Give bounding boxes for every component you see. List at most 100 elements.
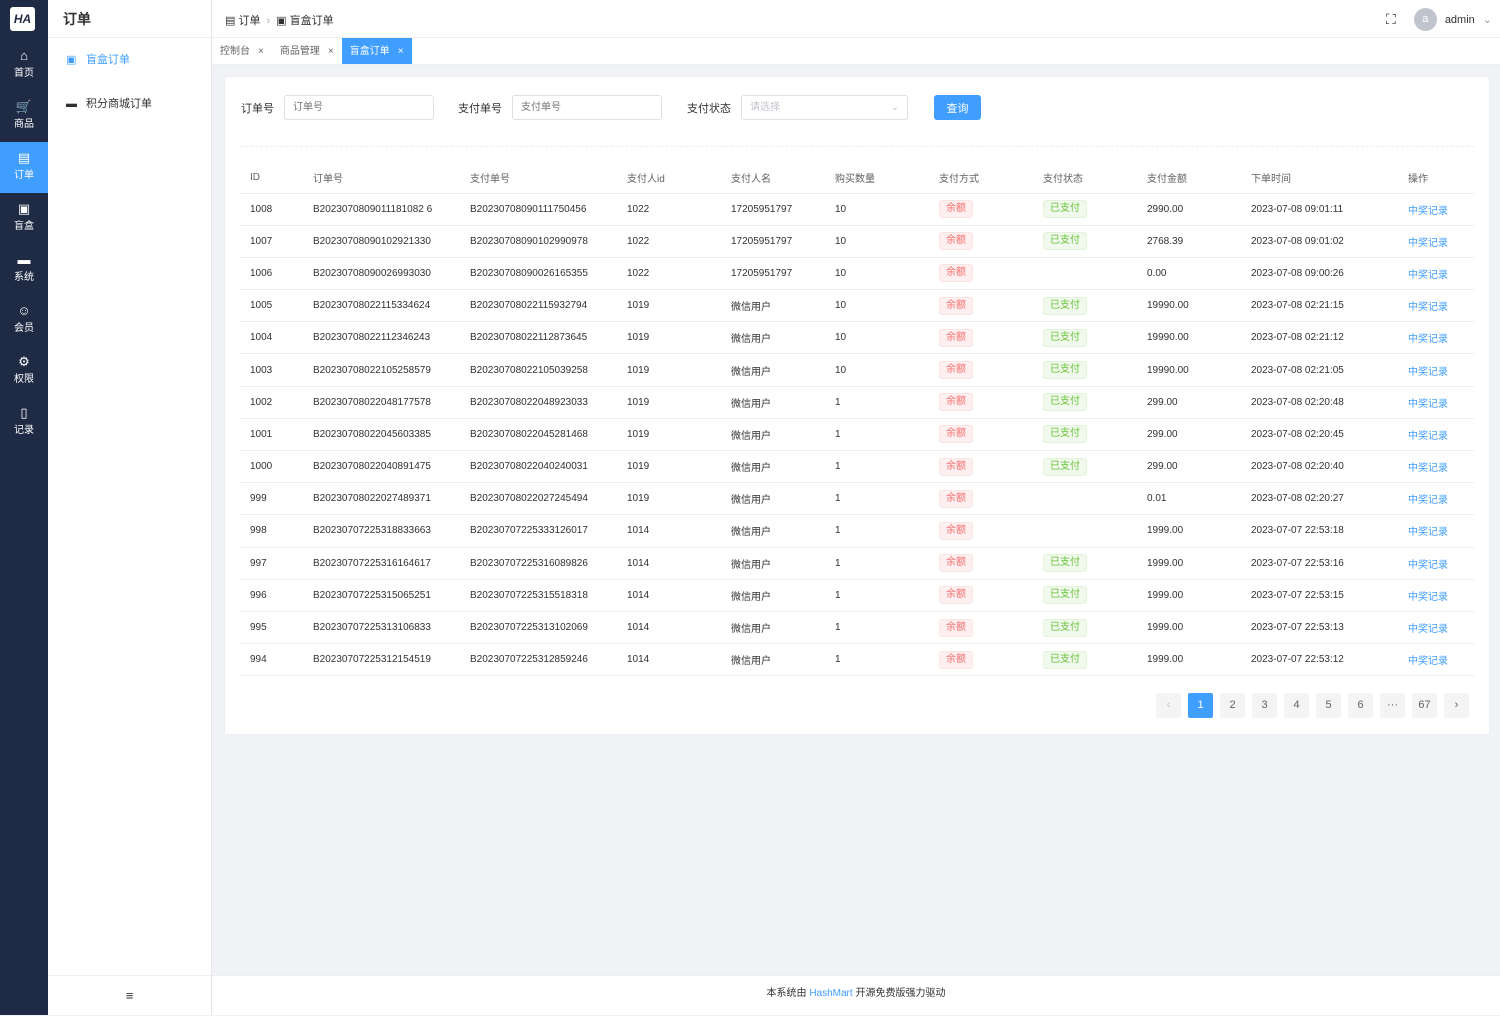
hashmart-link[interactable]: HashMart <box>809 988 853 999</box>
table-cell: 2990.00 <box>1137 192 1241 226</box>
prize-record-link[interactable]: 中奖记录 <box>1408 302 1448 314</box>
table-cell: 299.00 <box>1137 385 1241 419</box>
prize-record-link[interactable]: 中奖记录 <box>1408 559 1448 571</box>
pay-method-tag: 余额 <box>939 650 973 669</box>
column-header: 下单时间 <box>1251 174 1291 186</box>
table-cell: 1019 <box>617 417 721 451</box>
table-cell: 已支付 <box>1033 449 1137 483</box>
table-cell: 中奖记录 <box>1398 192 1474 226</box>
table-cell: 2023-07-08 02:21:12 <box>1241 321 1398 354</box>
table-cell: 微信用户 <box>721 289 825 322</box>
orders-card: 订单号 支付单号 支付状态 请选择⌄ 查询 ID订单号支付单号支付人id支付人名… <box>224 76 1490 735</box>
next-page-button[interactable]: › <box>1444 693 1469 718</box>
table-header: ID 订单号 支付单号 支付人id 支付人名 购买数量 支付方式 支付状态 支付金额 下单时间 操作 <box>240 163 1474 193</box>
page-button[interactable]: 1 <box>1188 693 1213 718</box>
table-cell <box>1033 514 1137 548</box>
page-button[interactable]: 67 <box>1412 693 1437 718</box>
table-cell: 余额 <box>929 546 1033 580</box>
prize-record-link[interactable]: 中奖记录 <box>1408 398 1448 410</box>
submenu-item-points-orders[interactable]: ▬ 积分商城订单 <box>48 82 211 126</box>
username[interactable]: admin <box>1444 13 1475 26</box>
table-row: 995 B20230707225313106833 B202307072253131… <box>240 610 1474 644</box>
page-button[interactable]: 5 <box>1316 693 1341 718</box>
table-cell: 余额 <box>929 514 1033 548</box>
table-cell: 1 <box>825 385 929 419</box>
pay-method-tag: 余额 <box>939 328 973 347</box>
pay-status-select[interactable]: 请选择 ⌄ <box>741 95 908 120</box>
close-icon[interactable]: × <box>327 46 334 57</box>
tab-dashboard[interactable]: 控制台 × <box>220 46 264 57</box>
prize-record-link[interactable]: 中奖记录 <box>1408 463 1448 475</box>
close-icon[interactable]: × <box>397 46 404 57</box>
prize-record-link[interactable]: 中奖记录 <box>1408 624 1448 636</box>
rail-item-6[interactable]: ⚙ 权限 <box>0 346 48 397</box>
cart-icon: 🛒 <box>15 99 33 114</box>
prize-record-link[interactable]: 中奖记录 <box>1408 269 1448 281</box>
prize-record-link[interactable]: 中奖记录 <box>1408 366 1448 378</box>
rail-item-2[interactable]: ▤ 订单 <box>0 142 48 193</box>
table-cell: 余额 <box>929 449 1033 483</box>
status-filter: 支付状态 请选择 ⌄ <box>687 95 908 120</box>
table-cell: 已支付 <box>1033 643 1137 677</box>
prize-record-link[interactable]: 中奖记录 <box>1408 430 1448 442</box>
prize-record-link[interactable]: 中奖记录 <box>1408 656 1448 668</box>
table-cell: 已支付 <box>1033 224 1137 258</box>
chevron-down-icon[interactable]: ⌄ <box>1482 14 1492 26</box>
page-button[interactable]: ··· <box>1380 693 1405 718</box>
pay-method-tag: 余额 <box>939 361 973 380</box>
table-cell: 2023-07-08 02:21:05 <box>1241 353 1398 387</box>
document-icon: ▤ <box>17 150 31 165</box>
order-number-input[interactable] <box>284 95 434 120</box>
table-cell: 997 <box>240 546 303 580</box>
box-icon: ▣ <box>66 54 77 66</box>
table-cell: 中奖记录 <box>1398 546 1474 580</box>
table-cell: 中奖记录 <box>1398 449 1474 483</box>
icon-rail: HA ⌂ 首页 🛒 商品 ▤ 订单 ▣ 盲盒 ▬ 系统 ☺ 会员 ⚙ 权限 ▯ 记录 <box>0 0 48 1015</box>
prize-record-link[interactable]: 中奖记录 <box>1408 334 1448 346</box>
prev-page-button[interactable]: ‹ <box>1156 693 1181 718</box>
rail-item-1[interactable]: 🛒 商品 <box>0 91 48 142</box>
avatar[interactable]: a <box>1413 8 1437 31</box>
table-cell: B20230708090026165355 <box>460 256 617 290</box>
rail-item-0[interactable]: ⌂ 首页 <box>0 40 48 91</box>
prize-record-link[interactable]: 中奖记录 <box>1408 495 1448 507</box>
pay-status-tag: 已支付 <box>1043 457 1087 476</box>
breadcrumb-item[interactable]: 订单 <box>238 15 261 27</box>
table-cell: 1004 <box>240 321 303 354</box>
prize-record-link[interactable]: 中奖记录 <box>1408 527 1448 539</box>
table-cell: 996 <box>240 578 303 612</box>
table-cell: 19990.00 <box>1137 353 1241 387</box>
table-cell: 1022 <box>617 224 721 258</box>
table-cell: 中奖记录 <box>1398 353 1474 387</box>
prize-record-link[interactable]: 中奖记录 <box>1408 205 1448 217</box>
tab-products[interactable]: 商品管理 × <box>279 46 334 57</box>
pay-method-tag: 余额 <box>939 296 973 315</box>
pay-number-input[interactable] <box>512 95 662 120</box>
query-button[interactable]: 查询 <box>934 95 981 120</box>
page-button[interactable]: 6 <box>1348 693 1373 718</box>
user-icon: ☺ <box>17 303 31 318</box>
table-cell: 10 <box>825 256 929 290</box>
tab-blindbox-orders[interactable]: 盲盒订单 × <box>341 38 412 64</box>
table-cell: B20230707225312859246 <box>460 643 617 677</box>
submenu-item-blindbox-orders[interactable]: ▣ 盲盒订单 <box>48 38 211 82</box>
tab-bar: 控制台 × 商品管理 × 盲盒订单 × <box>212 38 1500 65</box>
page-button[interactable]: 2 <box>1220 693 1245 718</box>
prize-record-link[interactable]: 中奖记录 <box>1408 591 1448 603</box>
fullscreen-icon[interactable]: ⛶ <box>1386 11 1396 27</box>
rail-item-4[interactable]: ▬ 系统 <box>0 244 48 295</box>
table-cell: 2023-07-07 22:53:13 <box>1241 610 1398 644</box>
rail-item-7[interactable]: ▯ 记录 <box>0 397 48 448</box>
table-cell: B20230708022045281468 <box>460 417 617 451</box>
table-cell: B20230708022112873645 <box>460 321 617 354</box>
close-icon[interactable]: × <box>258 46 264 57</box>
table-row: 1005 B20230708022115334624 B20230708022115… <box>240 289 1474 322</box>
collapse-menu-button[interactable]: ≡ <box>48 975 211 1015</box>
prize-record-link[interactable]: 中奖记录 <box>1408 237 1448 249</box>
page-button[interactable]: 4 <box>1284 693 1309 718</box>
table-cell: 1003 <box>240 353 303 387</box>
rail-item-3[interactable]: ▣ 盲盒 <box>0 193 48 244</box>
table-cell: 微信用户 <box>721 417 825 451</box>
page-button[interactable]: 3 <box>1252 693 1277 718</box>
rail-item-5[interactable]: ☺ 会员 <box>0 295 48 346</box>
